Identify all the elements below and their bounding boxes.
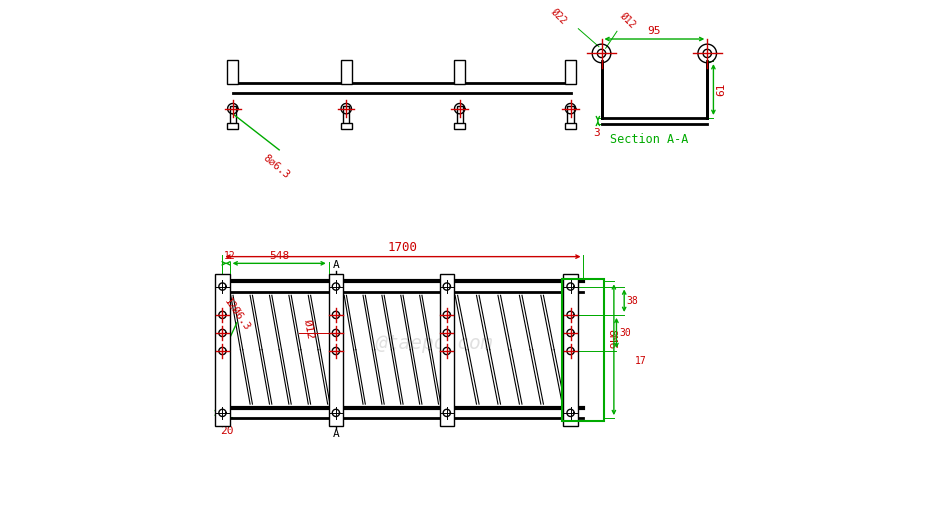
Bar [440, 274, 454, 426]
Text: 8⌀6.3: 8⌀6.3 [261, 152, 291, 180]
Text: Section A-A: Section A-A [610, 133, 689, 146]
Text: 20: 20 [220, 426, 233, 436]
Text: 12Ø6.3: 12Ø6.3 [223, 296, 252, 332]
Text: A: A [333, 430, 339, 439]
Bar [340, 123, 352, 129]
Text: 17: 17 [634, 356, 647, 366]
Text: A: A [333, 260, 339, 270]
Bar [227, 123, 239, 129]
Text: 95: 95 [648, 27, 661, 36]
Bar [562, 279, 603, 421]
Bar [457, 106, 462, 127]
Text: Ø22: Ø22 [548, 7, 568, 26]
Text: 38: 38 [627, 296, 638, 306]
Text: 548: 548 [269, 251, 290, 261]
Bar [229, 106, 236, 127]
Text: 12: 12 [224, 251, 235, 261]
Text: @taepo.com: @taepo.com [375, 334, 493, 353]
Bar [565, 123, 576, 129]
Text: 8M6: 8M6 [606, 329, 616, 349]
Text: 1700: 1700 [388, 241, 418, 254]
Bar [454, 123, 465, 129]
Text: 30: 30 [619, 328, 631, 338]
Bar [343, 106, 350, 127]
Text: Ø12: Ø12 [303, 318, 316, 340]
Text: 3: 3 [593, 128, 600, 138]
Bar [340, 60, 352, 84]
Bar [568, 106, 573, 127]
Text: Ø12: Ø12 [618, 10, 637, 30]
Bar [215, 274, 229, 426]
Bar [563, 274, 578, 426]
Bar [329, 274, 343, 426]
Bar [227, 60, 239, 84]
Text: 61: 61 [716, 83, 726, 96]
Bar [565, 60, 576, 84]
Bar [454, 60, 465, 84]
